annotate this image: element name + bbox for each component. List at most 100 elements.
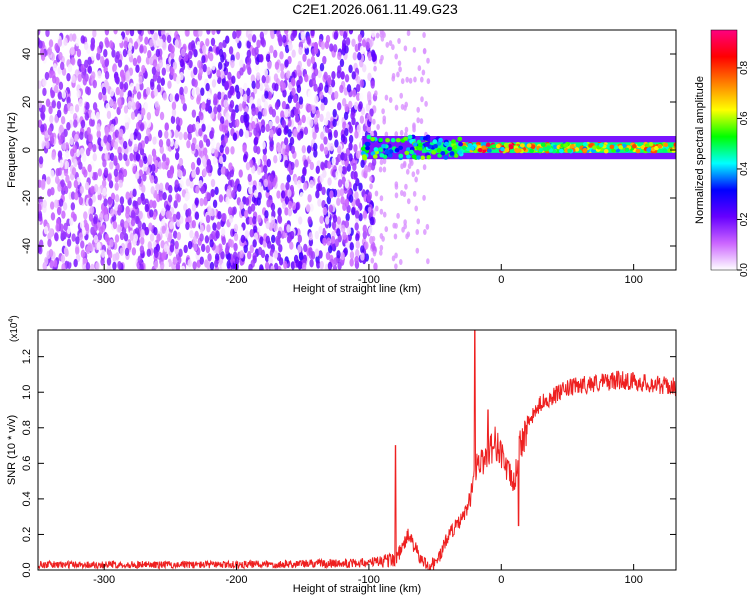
spectrogram-cell xyxy=(117,260,122,270)
spectrogram-cell xyxy=(411,154,417,159)
spectrogram-cell xyxy=(402,191,407,198)
spectrogram-cell xyxy=(198,30,203,37)
spectrogram-cell xyxy=(102,159,107,168)
spectrogram-cell xyxy=(340,134,346,143)
spectrogram-cell xyxy=(367,166,371,173)
spectrogram-cell xyxy=(249,229,254,238)
spectrogram-cell xyxy=(206,91,212,101)
spectrogram-cell xyxy=(115,51,120,60)
spectrogram-cell xyxy=(260,124,266,134)
spectrogram-cell xyxy=(131,247,137,256)
spectrogram-cell xyxy=(85,101,90,111)
spectrogram-cell xyxy=(243,209,249,219)
spectrogram-cell xyxy=(214,186,219,196)
spectrogram-cell xyxy=(247,33,253,42)
spectrogram-cell xyxy=(211,79,217,88)
spectrogram-cell xyxy=(176,231,182,241)
spectrogram-cell xyxy=(75,38,80,47)
spectrogram-cell xyxy=(195,166,200,176)
spectrogram-cell xyxy=(399,92,404,99)
spectrogram-cell xyxy=(118,34,123,44)
spectrogram-cell xyxy=(417,142,423,148)
spectrogram-cell xyxy=(90,52,96,61)
spectrogram-cell xyxy=(54,42,59,52)
spectrogram-cell xyxy=(381,108,385,115)
spectrogram-cell xyxy=(374,90,378,97)
spectrogram-cell xyxy=(277,207,282,216)
spectrogram-cell xyxy=(199,197,204,207)
spectrogram-cell xyxy=(500,146,505,152)
spectrogram-cell xyxy=(582,141,588,147)
spectrogram-cell xyxy=(341,176,346,185)
spectrogram-cell xyxy=(178,248,183,258)
spectrogram-cell xyxy=(84,181,90,191)
snr-x-ticks: -300 -200 -100 0 100 xyxy=(93,564,643,586)
snr-y-ticks: 0.0 0.2 0.4 0.6 0.8 1.0 1.2 xyxy=(21,349,676,578)
spectrogram-cell xyxy=(80,240,85,249)
spectrogram-cell xyxy=(379,244,384,251)
spectrogram-cell xyxy=(174,39,180,48)
spectrogram-cell xyxy=(223,99,228,108)
spectrogram-cell xyxy=(432,139,438,144)
spectrogram-cell xyxy=(137,142,143,151)
spectrogram-cell xyxy=(332,214,338,223)
spectrogram-cell xyxy=(361,39,367,48)
spectrogram-cell xyxy=(319,63,325,72)
spectrogram-cell xyxy=(333,129,338,139)
spectrogram-cell xyxy=(414,176,418,183)
spectrogram-cell xyxy=(341,98,347,107)
spectrogram-cell xyxy=(307,194,312,203)
spectrogram-cell xyxy=(244,130,250,139)
spectrogram-cell xyxy=(266,158,271,168)
spectrogram-cell xyxy=(127,42,133,51)
spectrogram-cell xyxy=(240,114,245,124)
spectrogram-cell xyxy=(40,112,46,121)
spectrogram-cell xyxy=(289,241,294,250)
spectrogram-cell xyxy=(125,30,130,36)
spectrogram-cell xyxy=(132,263,137,270)
spectrogram-cell xyxy=(60,116,66,125)
spectrogram-cell xyxy=(234,104,240,113)
spectrogram-cell xyxy=(57,91,63,100)
spectrogram-cell xyxy=(193,66,198,76)
spectrogram-cell xyxy=(443,155,449,160)
spectrogram-cell xyxy=(92,79,98,89)
spectrogram-cell xyxy=(164,130,169,139)
spectrogram-cell xyxy=(405,147,411,152)
spectrogram-cell xyxy=(153,32,158,41)
spectrogram-cell xyxy=(458,142,463,147)
spectrogram-cell xyxy=(199,224,204,234)
spectrogram-cell xyxy=(288,42,293,51)
spectrogram-cell xyxy=(155,106,160,115)
spectrogram-cell xyxy=(64,248,69,258)
spectrogram-cell xyxy=(172,213,177,223)
spectrogram-cell xyxy=(332,44,338,53)
spectrogram-cell xyxy=(339,58,345,68)
spectrogram-cell xyxy=(329,43,334,52)
spectrogram-cell xyxy=(280,110,285,119)
spectrogram-cell xyxy=(654,145,659,151)
spectrogram-cell xyxy=(542,146,548,152)
spectrogram-cell xyxy=(118,152,123,161)
spectrogram-cell xyxy=(339,188,345,197)
spectrogram-cell xyxy=(408,157,413,164)
spectrogram-cell xyxy=(519,143,525,148)
spectrogram-cell xyxy=(90,41,95,50)
spectrogram-cell xyxy=(214,149,219,158)
spectrogram-cell xyxy=(90,185,95,194)
spectrogram-cell xyxy=(205,244,211,254)
spectrogram-cell xyxy=(259,31,265,40)
spectrogram-cell xyxy=(189,180,194,189)
spectrogram-cell xyxy=(323,117,329,126)
spectrogram-cell xyxy=(80,63,86,73)
spectrogram-cell xyxy=(569,144,575,149)
spectrogram-cell xyxy=(369,183,373,190)
spectrogram-cell xyxy=(132,237,137,247)
spectrogram-cell xyxy=(205,82,210,92)
spectrogram-cell xyxy=(286,174,291,183)
spectrogram-cell xyxy=(325,251,331,261)
spectrogram-cell xyxy=(118,172,123,182)
spectrogram-cell xyxy=(146,111,152,121)
spectrogram-cell xyxy=(340,224,346,233)
spectrogram-cell xyxy=(139,245,145,254)
